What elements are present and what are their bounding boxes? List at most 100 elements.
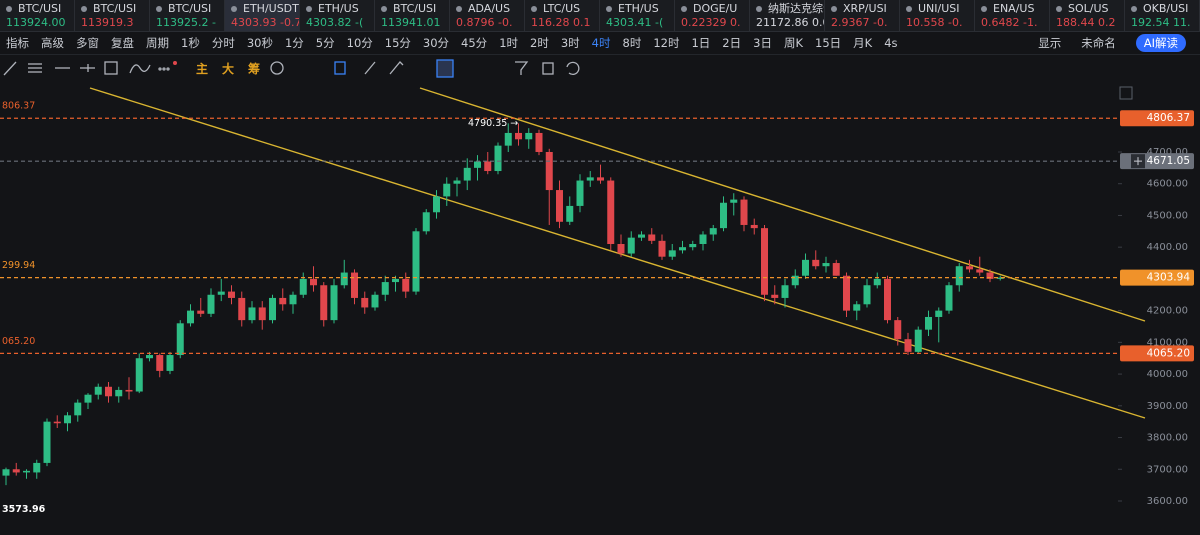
y-tick-label: 3600.00 [1147, 496, 1188, 507]
y-tick-label: 4200.00 [1147, 306, 1188, 317]
candle-body [217, 291, 225, 295]
toolbar-item[interactable]: 10分 [346, 36, 373, 50]
candle-body [64, 415, 71, 424]
toolbar-item[interactable]: 4s [884, 36, 898, 50]
tab[interactable]: SOL/US 188.44 0.2 [1050, 0, 1125, 31]
candle-body [12, 469, 20, 473]
candle-body [699, 234, 707, 244]
candle-body [668, 250, 676, 257]
tab-price: 113919.3 [81, 16, 134, 29]
candle-body [248, 307, 256, 321]
toolbar-item[interactable]: 4时 [591, 36, 611, 50]
candle-body [955, 266, 963, 286]
toolbar-item[interactable]: 月K [853, 36, 873, 50]
tab-symbol: SOL/US [1056, 2, 1124, 16]
candle-body [33, 462, 41, 473]
y-tick-label: 3700.00 [1147, 464, 1188, 475]
tab[interactable]: ETH/US 4303.41 -( [600, 0, 675, 31]
fullscreen-icon[interactable] [1119, 86, 1133, 100]
tab[interactable]: DOGE/U 0.22329 0. [675, 0, 750, 31]
candle-body [43, 421, 51, 463]
toolbar-item[interactable]: 2日 [722, 36, 742, 50]
tab[interactable]: ENA/US 0.6482 -1. [975, 0, 1050, 31]
tab[interactable]: ADA/US 0.8796 -0. [450, 0, 525, 31]
tab[interactable]: UNI/USI 10.558 -0. [900, 0, 975, 31]
drawing-tool[interactable]: 大 [222, 62, 235, 76]
price-label: 4806.37 [1147, 112, 1190, 124]
toolbar-item[interactable]: 1日 [691, 36, 711, 50]
candle-body [996, 277, 1004, 279]
tab[interactable]: OKB/USI 192.54 11. [1125, 0, 1200, 31]
price-label-bg [1120, 269, 1194, 286]
tab-price: 2.9367 -0. [831, 16, 888, 29]
candle-body [740, 199, 748, 225]
candle-body [135, 358, 143, 392]
toolbar-item[interactable]: 15日 [815, 36, 842, 50]
toolbar-item[interactable]: 30分 [422, 36, 450, 50]
candle-body [23, 470, 30, 473]
toolbar-item[interactable]: 1秒 [181, 36, 200, 50]
toolbar-item[interactable]: 12时 [653, 36, 680, 50]
tab-symbol: ENA/US [981, 2, 1049, 16]
tab[interactable]: XRP/USI 2.9367 -0. [825, 0, 900, 31]
drawing-tool[interactable]: 筹 [248, 62, 261, 76]
candle-body [494, 145, 502, 172]
candle-body [935, 310, 943, 317]
candle-body [791, 275, 799, 286]
toolbar-item[interactable]: 显示 [1038, 36, 1062, 50]
tab[interactable]: BTC/USI 113925.2 - [150, 0, 225, 31]
toolbar-item[interactable]: 15分 [384, 36, 411, 50]
tab[interactable]: BTC/USI 113941.01 [375, 0, 450, 31]
candle-body [474, 161, 481, 168]
y-tick-label: 3800.00 [1147, 433, 1188, 444]
tab-price: 113925.2 - [156, 16, 216, 29]
toolbar-item[interactable]: 高级 [41, 36, 64, 50]
tab[interactable]: BTC/USI 113919.3 [75, 0, 150, 31]
tab[interactable]: LTC/US 116.28 0.1 [525, 0, 600, 31]
toolbar-item[interactable]: 2时 [530, 36, 549, 50]
drawing-toolbar: 主大筹 [0, 55, 1200, 81]
tab[interactable]: ETH/US 4303.82 -( [300, 0, 375, 31]
candle-body [74, 402, 82, 416]
candle-body [617, 243, 625, 254]
tab-price: 4303.93 -0.73% [231, 16, 299, 29]
tab[interactable]: 纳斯达克综合21172.86 0.0 [750, 0, 825, 31]
tab-price: 4303.41 -( [606, 16, 664, 29]
candle-body [822, 263, 830, 267]
candle-body [320, 285, 328, 321]
candle-body [689, 243, 697, 248]
tab-symbol: ETH/US [606, 2, 674, 16]
toolbar-item[interactable]: 5分 [315, 36, 335, 50]
toolbar-item[interactable]: 未命名 [1081, 36, 1116, 50]
y-tick-label: 4500.00 [1147, 210, 1188, 221]
toolbar-item[interactable]: 3日 [753, 36, 772, 50]
tab[interactable]: BTC/USI 113924.00 [0, 0, 75, 31]
tab-symbol: BTC/USI [81, 2, 149, 16]
toolbar-item[interactable]: 周期 [146, 36, 169, 50]
toolbar-item[interactable]: 指标 [6, 36, 29, 50]
toolbar-item[interactable]: 复盘 [111, 36, 134, 50]
toolbar-item[interactable]: 3时 [560, 36, 580, 50]
tab-price: 21172.86 0.0 [756, 16, 825, 29]
candle-body [392, 278, 399, 283]
toolbar-item[interactable]: AI解读 [1135, 34, 1186, 52]
toolbar-item[interactable]: 8时 [622, 36, 642, 50]
candle-body [105, 386, 112, 397]
y-tick-label: 3900.00 [1147, 401, 1188, 412]
toolbar-item[interactable]: 周K [783, 36, 803, 50]
candle-body [422, 212, 430, 232]
candle-body [627, 237, 635, 254]
toolbar-item[interactable]: 1时 [499, 36, 519, 50]
toolbar-item[interactable]: 多窗 [76, 36, 99, 50]
toolbar-item[interactable]: 1分 [284, 36, 304, 50]
toolbar-item[interactable]: 30秒 [246, 36, 273, 50]
drawing-tool[interactable]: 主 [196, 62, 209, 76]
candle-body [443, 183, 451, 197]
candle-body [94, 386, 102, 395]
candle-body [166, 355, 174, 371]
tab-price: 116.28 0.1 [531, 16, 591, 29]
toolbar-item[interactable]: 分时 [211, 36, 235, 50]
toolbar-item[interactable]: 45分 [461, 36, 488, 50]
candle-body [125, 389, 133, 392]
